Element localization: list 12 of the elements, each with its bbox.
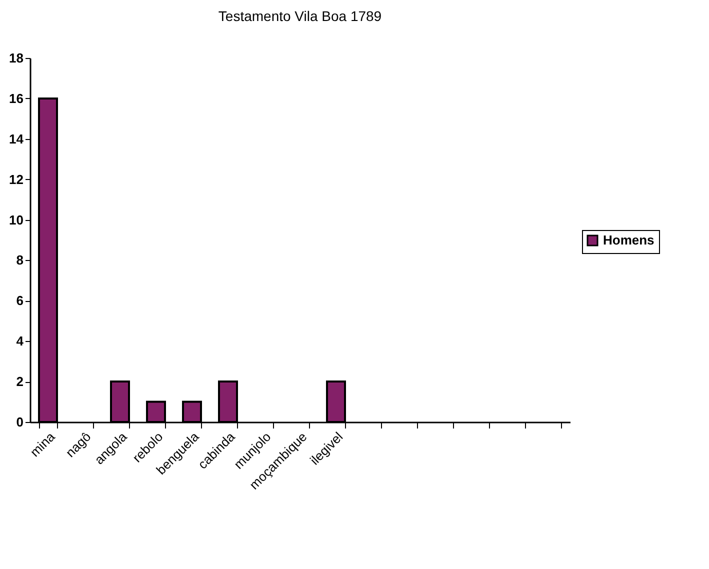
y-tick-label: 12 [9, 172, 24, 187]
y-tick-label: 10 [9, 212, 24, 228]
y-tick-label: 6 [16, 293, 24, 308]
y-tick-label: 8 [16, 252, 24, 268]
chart-title: Testamento Vila Boa 1789 [218, 8, 382, 24]
y-tick-label: 16 [9, 90, 24, 106]
y-tick-label: 2 [16, 374, 24, 390]
legend-label: Homens [603, 232, 654, 248]
y-tick-label: 4 [16, 334, 24, 349]
y-tick-label: 14 [9, 131, 24, 146]
y-tick-label: 18 [9, 50, 24, 66]
y-tick-label: 0 [16, 414, 24, 430]
